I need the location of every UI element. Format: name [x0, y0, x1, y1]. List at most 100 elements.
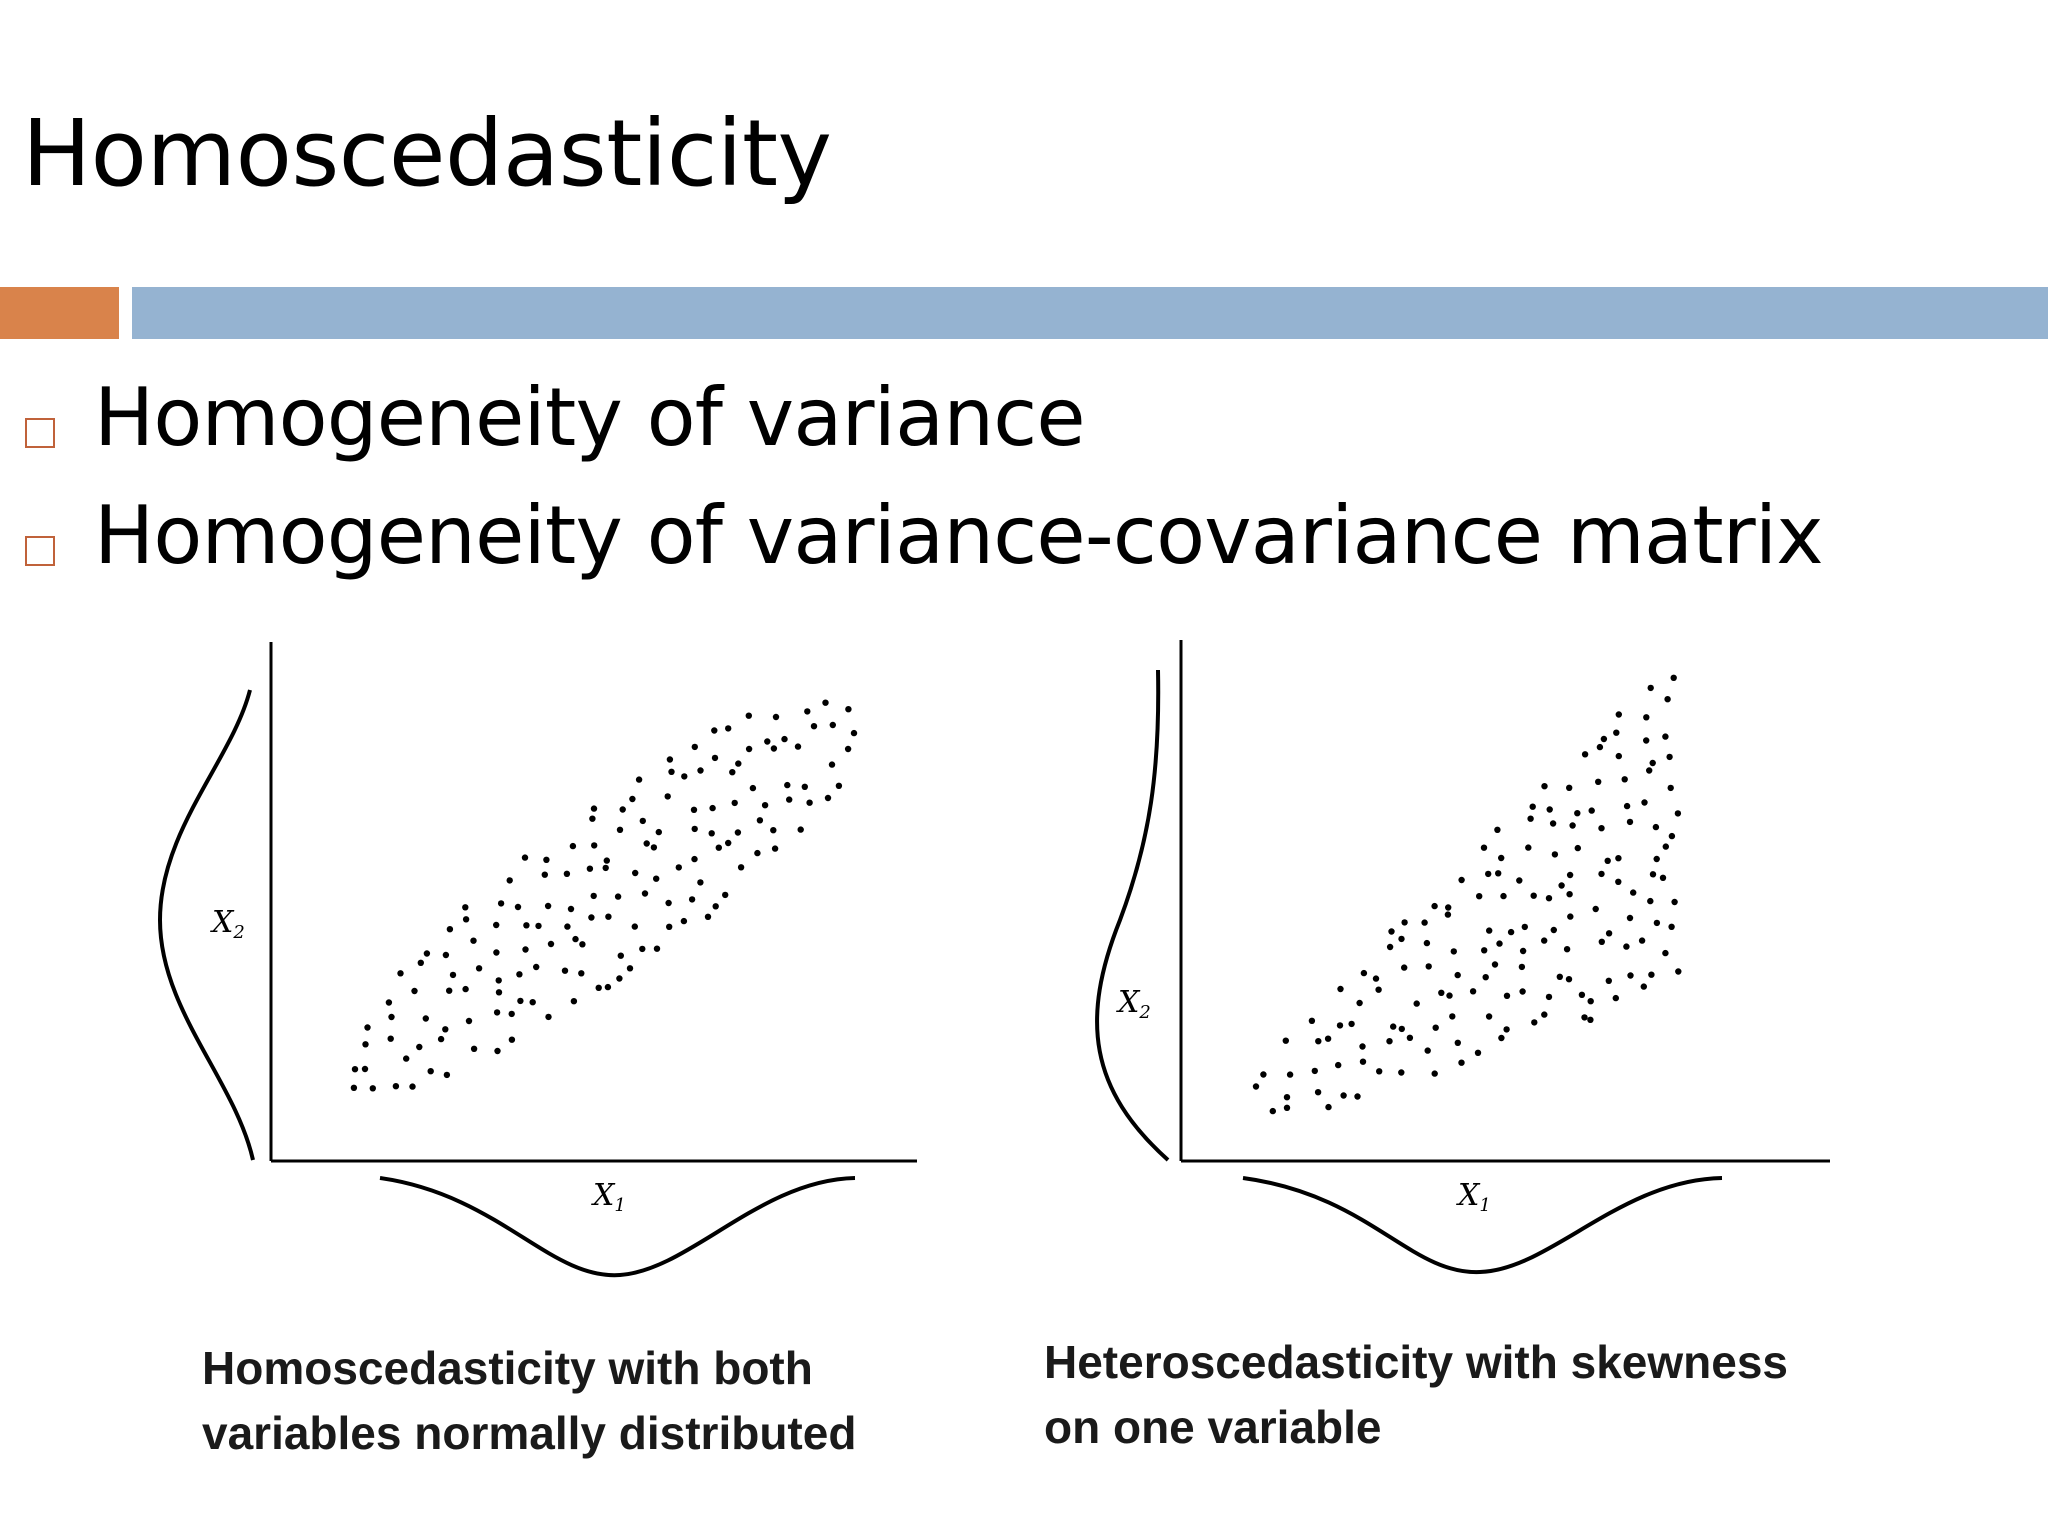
scatter-dot: [653, 875, 660, 882]
scatter-dot: [1643, 714, 1650, 721]
scatter-dot: [533, 963, 540, 971]
scatter-dot: [704, 913, 712, 920]
scatter-dot: [1565, 976, 1573, 983]
right-caption-line: Heteroscedasticity with skewness: [1044, 1336, 1788, 1388]
scatter-dot: [493, 921, 500, 929]
square-bullet-icon: [25, 536, 55, 566]
scatter-dot: [629, 795, 636, 803]
scatter-dot: [1283, 1104, 1291, 1111]
scatter-dot: [569, 842, 577, 850]
scatter-dot: [735, 760, 742, 767]
scatter-dot: [1563, 946, 1571, 953]
scatter-dot: [1626, 914, 1634, 922]
scatter-dot: [462, 904, 469, 911]
scatter-dot: [1432, 1024, 1439, 1031]
scatter-dot: [1615, 878, 1622, 885]
scatter-dot: [1630, 889, 1637, 896]
scatter-dot: [734, 829, 742, 836]
scatter-dot: [1354, 1093, 1361, 1100]
scatter-dot: [446, 987, 453, 994]
scatter-dot: [1659, 874, 1667, 881]
scatter-dot: [1491, 961, 1499, 968]
scatter-dot: [529, 999, 536, 1006]
scatter-dot: [722, 891, 729, 899]
scatter-dot: [1450, 948, 1458, 955]
scatter-dot: [1398, 1025, 1406, 1033]
scatter-dot: [1649, 759, 1656, 767]
scatter-dot: [1647, 684, 1654, 692]
scatter-dot: [641, 890, 649, 897]
scatter-dot: [1558, 882, 1565, 889]
scatter-dot: [1260, 1071, 1267, 1078]
scatter-dot: [668, 768, 675, 775]
scatter-dot: [631, 923, 638, 930]
scatter-dot: [745, 745, 753, 753]
scatter-dot: [653, 945, 661, 952]
scatter-dot: [1566, 784, 1573, 791]
scatter-dot: [797, 826, 804, 833]
scatter-dot: [1469, 988, 1477, 995]
scatter-dot: [442, 1026, 449, 1033]
scatter-dot: [523, 922, 530, 929]
scatter-dot: [1556, 973, 1564, 980]
scatter-dot: [1494, 826, 1501, 833]
scatter-dot: [709, 804, 716, 812]
scatter-dot: [829, 721, 836, 729]
right-y-distribution-curve: [1095, 669, 1170, 1162]
scatter-dot: [1587, 1016, 1594, 1023]
scatter-dot: [1314, 1089, 1322, 1096]
scatter-dot: [465, 1017, 473, 1025]
scatter-dot: [442, 951, 450, 959]
scatter-dot: [1398, 935, 1405, 943]
scatter-dot: [1671, 898, 1678, 906]
scatter-dot: [737, 864, 745, 871]
scatter-dot: [835, 782, 843, 789]
scatter-dot: [1664, 696, 1671, 703]
scatter-dot: [725, 839, 732, 847]
scatter-dot: [1668, 923, 1675, 930]
scatter-dot: [427, 1068, 434, 1075]
scatter-dot: [844, 745, 852, 753]
scatter-dot: [508, 1036, 516, 1043]
scatter-dot: [1638, 937, 1646, 944]
scatter-dot: [1308, 1017, 1316, 1024]
scatter-dot: [543, 856, 550, 863]
scatter-dot: [514, 903, 522, 911]
scatter-dot: [666, 756, 674, 763]
scatter-dot: [715, 844, 722, 851]
scatter-dot: [1592, 905, 1599, 913]
scatter-dot: [1623, 802, 1631, 810]
scatter-dot: [570, 998, 578, 1005]
left-y-axis-label: X2: [210, 905, 245, 943]
scatter-dot: [462, 985, 469, 993]
scatter-dot: [397, 970, 404, 977]
scatter-dot: [493, 1009, 501, 1016]
scatter-dot: [1444, 911, 1452, 918]
scatter-dot: [437, 1035, 445, 1043]
scatter-dot: [1423, 939, 1431, 947]
scatter-dot: [1596, 743, 1604, 751]
scatter-dot: [462, 916, 470, 923]
scatter-dot: [1438, 989, 1445, 996]
scatter-dot: [411, 987, 418, 995]
left-x-axis-label: X1: [591, 1178, 626, 1216]
scatter-dot: [1648, 971, 1655, 978]
scatter-dot: [1359, 1043, 1366, 1050]
scatter-dot: [475, 965, 483, 972]
scatter-dot: [1516, 877, 1523, 884]
left-x-distribution-curve: [379, 1176, 856, 1278]
scatter-dot: [1401, 964, 1408, 971]
scatter-dot: [614, 893, 622, 900]
scatter-dot: [801, 783, 808, 790]
scatter-dot: [579, 941, 586, 948]
slide-title: Homoscedasticity: [22, 100, 832, 207]
scatter-dot: [563, 870, 571, 877]
scatter-dot: [1413, 1000, 1420, 1007]
scatter-dot: [650, 844, 658, 851]
scatter-dot: [350, 1084, 358, 1091]
scatter-dot: [1668, 832, 1676, 840]
scatter-dot: [1605, 930, 1613, 937]
scatter-dot: [591, 842, 598, 849]
right-x-axis-label: X1: [1456, 1178, 1491, 1216]
scatter-dot: [522, 946, 529, 953]
